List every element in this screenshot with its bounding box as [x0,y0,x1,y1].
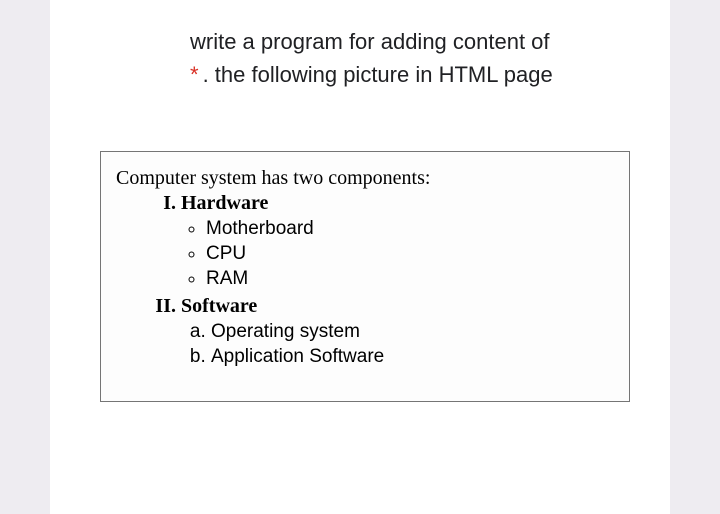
question-line-2: . the following picture in HTML page [203,58,553,91]
list-item: Operating system [211,321,609,343]
list-item: Application Software [211,346,609,368]
section-title-1: Hardware [181,192,268,214]
required-asterisk: * [190,58,199,91]
section-title-2: Software [181,295,257,317]
question-text-block: write a program for adding content of * … [190,25,620,91]
question-line-2-wrapper: * . the following picture in HTML page [190,58,620,91]
question-card: write a program for adding content of * … [50,0,670,514]
question-line-1: write a program for adding content of [190,25,620,58]
intro-text: Computer system has two components: [116,167,609,190]
list-item: Motherboard [206,218,609,240]
main-list: Hardware Motherboard CPU RAM Software Op… [116,192,609,368]
list-item-software: Software Operating system Application So… [181,295,609,368]
hardware-sublist: Motherboard CPU RAM [181,218,609,290]
list-item: CPU [206,243,609,265]
list-item: RAM [206,268,609,290]
list-item-hardware: Hardware Motherboard CPU RAM [181,192,609,290]
content-box: Computer system has two components: Hard… [100,151,630,402]
software-sublist: Operating system Application Software [181,321,609,368]
